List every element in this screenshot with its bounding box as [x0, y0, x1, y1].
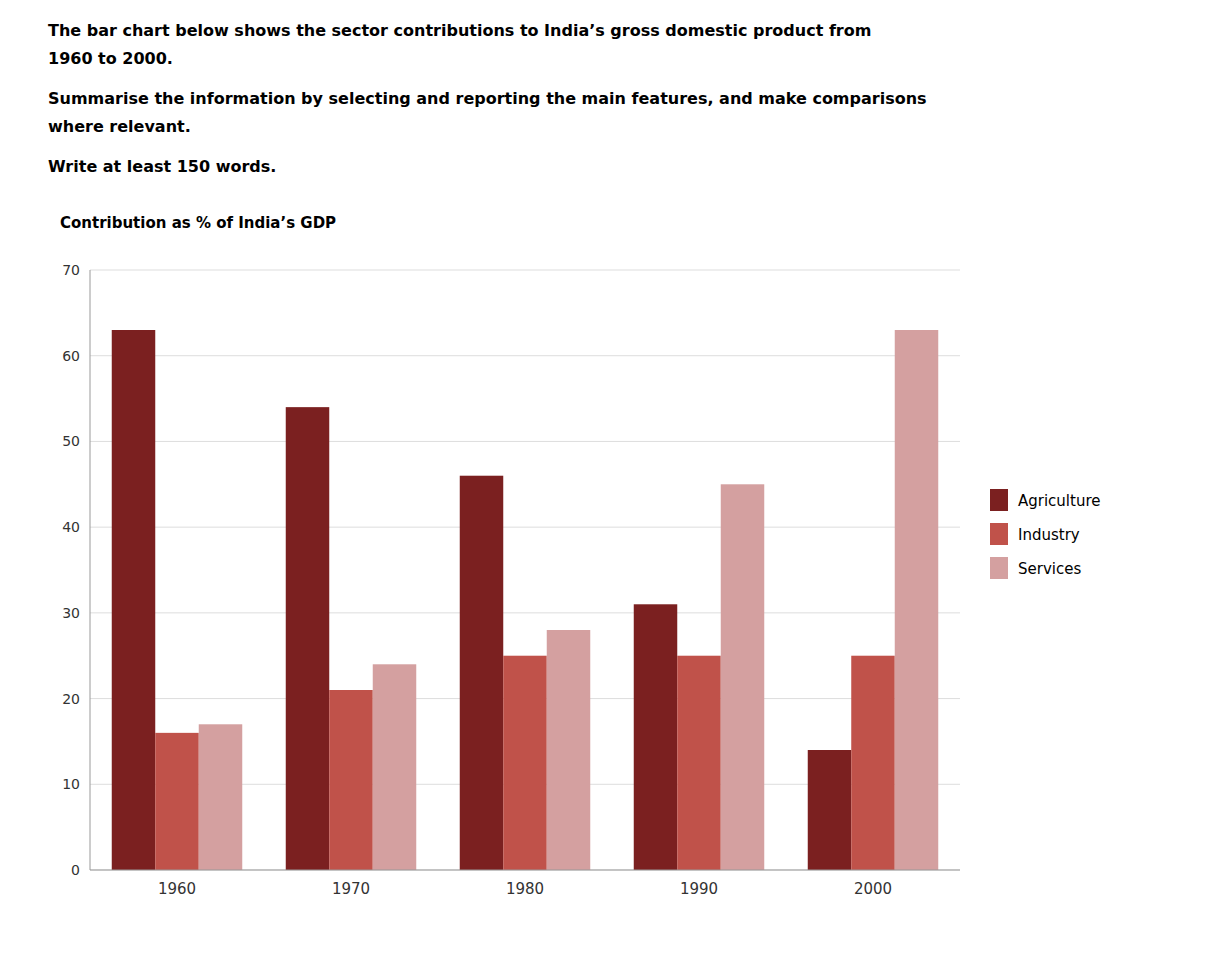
bar: [199, 724, 243, 870]
x-tick-label: 2000: [854, 880, 892, 898]
y-tick-label: 70: [62, 262, 80, 278]
bar: [155, 733, 199, 870]
background: [0, 0, 1205, 963]
bar: [373, 664, 417, 870]
bar: [547, 630, 591, 870]
subtitle: Summarise the information by selecting a…: [48, 89, 927, 108]
subtitle: where relevant.: [48, 117, 191, 136]
legend-swatch: [990, 489, 1008, 511]
bar: [112, 330, 156, 870]
grid-line: [90, 612, 960, 613]
chart: The bar chart below shows the sector con…: [0, 0, 1205, 963]
bar: [460, 476, 504, 870]
legend-label: Industry: [1018, 526, 1080, 544]
y-tick-label: 20: [62, 691, 80, 707]
grid-line: [90, 355, 960, 356]
bar: [808, 750, 852, 870]
y-tick-label: 40: [62, 519, 80, 535]
subtitle: Write at least 150 words.: [48, 157, 276, 176]
chart-container: The bar chart below shows the sector con…: [0, 0, 1205, 963]
bars: [112, 330, 939, 870]
title: 1960 to 2000.: [48, 49, 173, 68]
bar: [634, 604, 678, 870]
x-tick-label: 1980: [506, 880, 544, 898]
bar: [503, 656, 547, 870]
bar: [895, 330, 939, 870]
grid-line: [90, 527, 960, 528]
grid-line: [90, 441, 960, 442]
y-tick-label: 30: [62, 605, 80, 621]
y-tick-label: 50: [62, 433, 80, 449]
legend-swatch: [990, 523, 1008, 545]
bar: [851, 656, 895, 870]
bar: [721, 484, 765, 870]
bar: [677, 656, 721, 870]
grid: [90, 270, 960, 870]
grid-line: [90, 870, 960, 871]
y-tick-label: 0: [71, 862, 80, 878]
y-tick-label: 10: [62, 776, 80, 792]
x-axis-line: [90, 870, 960, 871]
x-tick-label: 1990: [680, 880, 718, 898]
bar: [329, 690, 373, 870]
legend: Agriculture Industry Services: [990, 489, 1101, 579]
bar: [286, 407, 330, 870]
y-axis-label: Contribution as % of India’s GDP: [60, 214, 336, 232]
x-tick-label: 1970: [332, 880, 370, 898]
y-tick-label: 60: [62, 348, 80, 364]
x-tick-label: 1960: [158, 880, 196, 898]
title: The bar chart below shows the sector con…: [48, 21, 871, 40]
legend-label: Services: [1018, 560, 1081, 578]
y-axis-line: [90, 270, 91, 870]
legend-label: Agriculture: [1018, 492, 1101, 510]
grid-line: [90, 270, 960, 271]
legend-swatch: [990, 557, 1008, 579]
